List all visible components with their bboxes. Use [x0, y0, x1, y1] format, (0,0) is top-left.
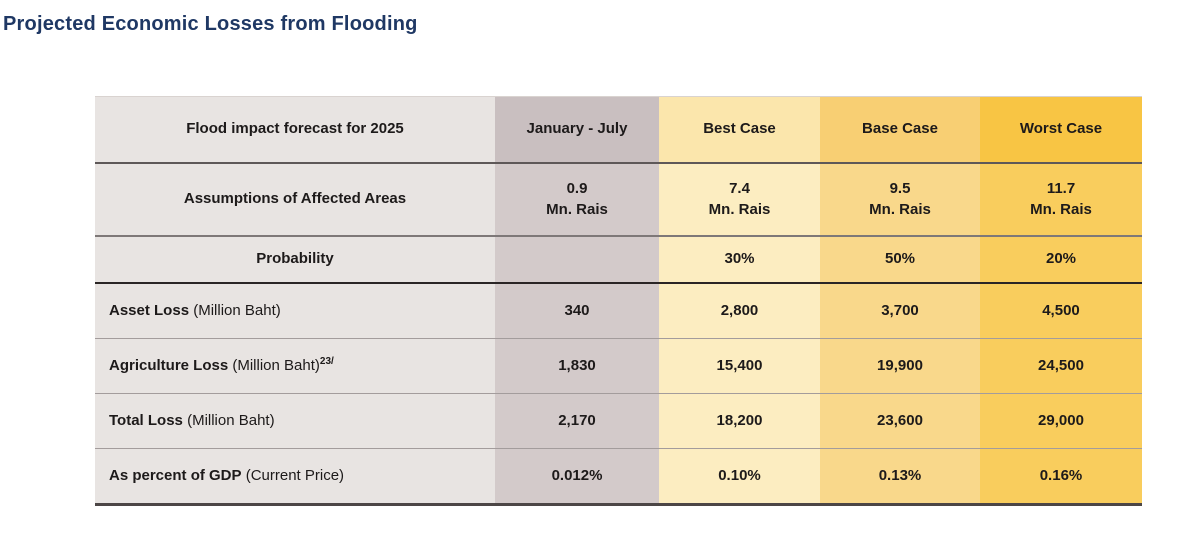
label-strong: As percent of GDP [109, 466, 242, 484]
row-label-probability: Probability [95, 237, 495, 284]
row-label-total-loss: Total Loss (Million Baht) [95, 394, 495, 449]
assumptions-value: 11.7 [1046, 180, 1076, 198]
agriculture-loss-value: 24,500 [1038, 356, 1084, 374]
cell-probability-worst-case: 20% [980, 237, 1142, 284]
cell-gdp-percent-january-july: 0.012% [495, 449, 659, 506]
asset-loss-value: 340 [564, 301, 590, 319]
col-header-worst-case-text: Worst Case [1019, 120, 1103, 138]
cell-gdp-percent-base-case: 0.13% [820, 449, 980, 506]
cell-total-loss-january-july: 2,170 [495, 394, 659, 449]
col-header-worst-case: Worst Case [980, 97, 1142, 164]
total-loss-value: 23,600 [877, 411, 923, 429]
footnote-marker: 23/ [319, 355, 334, 367]
label-rest: (Million Baht) [189, 301, 281, 319]
cell-total-loss-best-case: 18,200 [659, 394, 820, 449]
col-header-base-case-text: Base Case [862, 120, 938, 138]
cell-agriculture-loss-base-case: 19,900 [820, 339, 980, 394]
col-header-january-july: January - July [495, 97, 659, 164]
agriculture-loss-value: 15,400 [716, 356, 763, 374]
asset-loss-value: 2,800 [720, 301, 759, 319]
label-strong: Agriculture Loss [109, 356, 229, 374]
gdp-percent-value: 0.012% [551, 466, 603, 484]
cell-assumptions-january-july: 0.9 Mn. Rais [495, 164, 659, 237]
total-loss-value: 18,200 [716, 411, 763, 429]
gdp-percent-value: 0.13% [878, 466, 922, 484]
cell-agriculture-loss-january-july: 1,830 [495, 339, 659, 394]
cell-probability-base-case: 50% [820, 237, 980, 284]
table-header-label: Flood impact forecast for 2025 [95, 97, 495, 164]
asset-loss-value: 3,700 [881, 301, 919, 319]
cell-assumptions-base-case: 9.5 Mn. Rais [820, 164, 980, 237]
row-label-total-loss-text: Total Loss (Million Baht) [109, 411, 275, 431]
cell-probability-best-case: 30% [659, 237, 820, 284]
cell-gdp-percent-worst-case: 0.16% [980, 449, 1142, 506]
row-label-assumptions-text: Assumptions of Affected Areas [183, 190, 407, 208]
label-rest: (Million Baht) [182, 411, 275, 429]
cell-assumptions-best-case: 7.4 Mn. Rais [659, 164, 820, 237]
assumptions-unit: Mn. Rais [546, 200, 608, 218]
agriculture-loss-value: 19,900 [877, 356, 923, 374]
total-loss-value: 29,000 [1038, 411, 1084, 429]
col-header-best-case: Best Case [659, 97, 820, 164]
cell-asset-loss-january-july: 340 [495, 284, 659, 339]
gdp-percent-value: 0.10% [718, 466, 761, 484]
cell-probability-january-july [495, 237, 659, 284]
label-rest: (Million Baht) [228, 356, 320, 374]
label-strong: Total Loss [109, 411, 183, 429]
cell-agriculture-loss-best-case: 15,400 [659, 339, 820, 394]
probability-value: 20% [1045, 250, 1077, 268]
label-strong: Asset Loss [109, 301, 190, 319]
probability-value: 50% [884, 250, 916, 268]
agriculture-loss-value: 1,830 [558, 356, 596, 374]
cell-agriculture-loss-worst-case: 24,500 [980, 339, 1142, 394]
row-label-gdp-percent-text: As percent of GDP (Current Price) [109, 466, 344, 486]
cell-asset-loss-best-case: 2,800 [659, 284, 820, 339]
assumptions-value: 9.5 [889, 180, 911, 198]
cell-asset-loss-base-case: 3,700 [820, 284, 980, 339]
assumptions-unit: Mn. Rais [708, 200, 771, 218]
row-label-agriculture-loss: Agriculture Loss (Million Baht)23/ [95, 339, 495, 394]
row-label-asset-loss-text: Asset Loss (Million Baht) [109, 301, 281, 321]
flood-impact-table: Flood impact forecast for 2025 January -… [95, 96, 1142, 506]
cell-asset-loss-worst-case: 4,500 [980, 284, 1142, 339]
asset-loss-value: 4,500 [1042, 301, 1080, 319]
gdp-percent-value: 0.16% [1039, 466, 1083, 484]
total-loss-value: 2,170 [558, 411, 596, 429]
cell-total-loss-base-case: 23,600 [820, 394, 980, 449]
page-title: Projected Economic Losses from Flooding [3, 13, 418, 35]
assumptions-value: 7.4 [729, 180, 750, 198]
probability-value: 30% [724, 250, 755, 268]
cell-assumptions-worst-case: 11.7 Mn. Rais [980, 164, 1142, 237]
row-label-gdp-percent: As percent of GDP (Current Price) [95, 449, 495, 506]
assumptions-unit: Mn. Rais [1030, 200, 1092, 218]
assumptions-value: 0.9 [566, 180, 588, 198]
row-label-agriculture-loss-text: Agriculture Loss (Million Baht)23/ [109, 356, 334, 376]
cell-total-loss-worst-case: 29,000 [980, 394, 1142, 449]
col-header-base-case: Base Case [820, 97, 980, 164]
cell-gdp-percent-best-case: 0.10% [659, 449, 820, 506]
table-header-label-text: Flood impact forecast for 2025 [186, 120, 404, 138]
assumptions-unit: Mn. Rais [869, 200, 931, 218]
row-label-asset-loss: Asset Loss (Million Baht) [95, 284, 495, 339]
col-header-best-case-text: Best Case [703, 120, 776, 138]
row-label-assumptions: Assumptions of Affected Areas [95, 164, 495, 237]
label-rest: (Current Price) [241, 466, 345, 484]
col-header-january-july-text: January - July [526, 120, 628, 138]
row-label-probability-text: Probability [256, 250, 334, 268]
